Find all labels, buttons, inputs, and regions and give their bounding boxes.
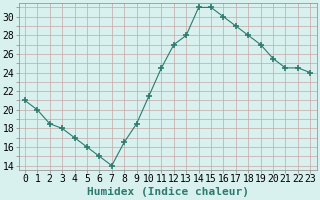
X-axis label: Humidex (Indice chaleur): Humidex (Indice chaleur) bbox=[87, 187, 249, 197]
